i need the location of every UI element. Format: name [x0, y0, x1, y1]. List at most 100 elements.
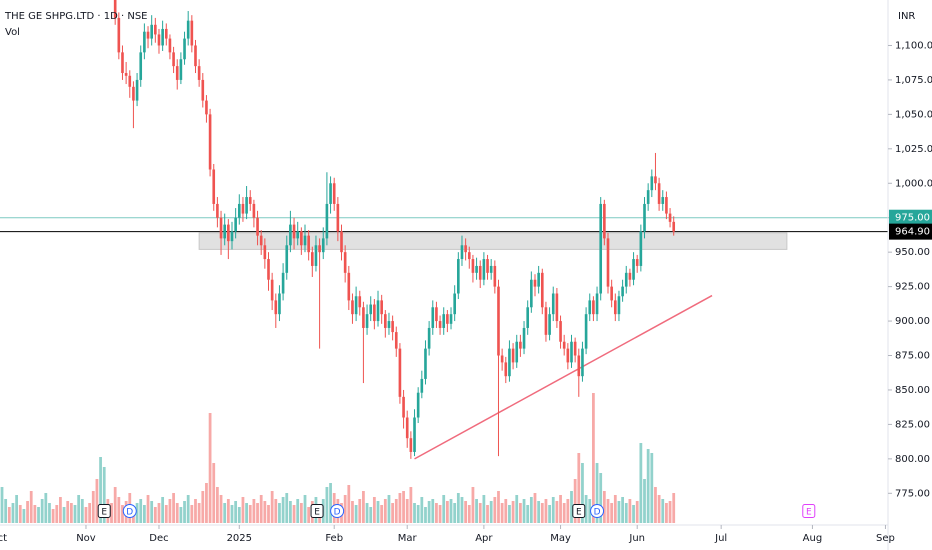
- candle-body: [544, 307, 548, 335]
- volume-bar: [661, 499, 665, 523]
- candle-body: [303, 235, 307, 246]
- candle-body: [325, 203, 329, 239]
- candle-body: [657, 183, 661, 204]
- candle-body: [252, 203, 256, 218]
- volume-bar: [646, 449, 650, 523]
- candle-body: [351, 300, 354, 315]
- x-tick-label: Feb: [325, 533, 343, 544]
- y-tick-label: 1,100.00: [895, 40, 932, 51]
- symbol-title: THE GE SHPG.LTD · 1D · NSE: [4, 11, 147, 22]
- event-marker: [310, 504, 324, 518]
- candle-body: [592, 300, 595, 315]
- volume-bar: [405, 499, 409, 523]
- volume-bar: [201, 491, 205, 523]
- candle-body: [267, 259, 270, 280]
- y-tick-label: 775.00: [895, 488, 930, 499]
- volume-bar: [562, 503, 566, 523]
- x-tick-label: Sep: [876, 533, 895, 544]
- candle-body: [500, 355, 504, 363]
- candle-body: [402, 396, 405, 418]
- candle-body: [405, 417, 409, 439]
- volume-bar: [4, 499, 8, 523]
- volume-bar: [424, 507, 427, 523]
- candle-body: [504, 362, 508, 377]
- volume-bar: [599, 473, 603, 523]
- candle-body: [446, 314, 449, 324]
- x-tick-label: May: [550, 533, 571, 544]
- candle-body: [237, 203, 241, 218]
- volume-bar: [665, 503, 668, 523]
- volume-bar: [402, 491, 405, 523]
- candle-body: [219, 217, 223, 239]
- volume-bar: [256, 503, 259, 523]
- candle-body: [654, 176, 657, 184]
- volume-bar: [241, 497, 245, 523]
- volume-bar: [234, 501, 238, 523]
- volume-bar: [197, 503, 201, 523]
- x-tick-label: Mar: [398, 533, 418, 544]
- candle-body: [168, 38, 172, 53]
- volume-bar: [161, 497, 165, 523]
- candle-body: [635, 259, 639, 266]
- y-tick-label: 850.00: [895, 385, 930, 396]
- volume-bar: [208, 413, 212, 523]
- candle-body: [248, 197, 252, 204]
- volume-bar: [387, 495, 391, 523]
- event-label: E: [806, 508, 812, 518]
- x-tick-label: Aug: [803, 533, 823, 544]
- volume-bar: [358, 499, 362, 523]
- volume-bar: [7, 507, 11, 523]
- x-tick-label: Dec: [149, 533, 168, 544]
- volume-bar: [577, 453, 581, 523]
- candle-body: [190, 20, 194, 46]
- volume-bar: [216, 487, 219, 523]
- candle-body: [208, 114, 212, 170]
- candle-body: [438, 321, 442, 328]
- volume-bar: [0, 487, 4, 523]
- candle-body: [245, 197, 248, 214]
- volume-bar: [69, 503, 73, 523]
- candle-body: [369, 304, 373, 315]
- candle-body: [376, 300, 380, 322]
- candle-body: [435, 307, 438, 322]
- volume-bar: [372, 497, 376, 523]
- candle-body: [610, 286, 613, 301]
- volume-bar: [347, 485, 351, 523]
- y-tick-label: 875.00: [895, 351, 930, 362]
- volume-bar: [431, 499, 435, 523]
- candle-body: [420, 378, 424, 393]
- volume-bar: [18, 505, 22, 523]
- volume-bar: [362, 491, 365, 523]
- volume-bar: [442, 495, 446, 523]
- volume-bar: [113, 487, 117, 523]
- volume-bar: [365, 503, 369, 523]
- volume-bar: [281, 497, 285, 523]
- candle-body: [526, 307, 530, 328]
- volume-bar: [515, 495, 519, 523]
- volume-bar: [602, 491, 606, 523]
- candle-body: [639, 231, 643, 266]
- candle-body: [227, 224, 230, 242]
- volume-bar: [588, 499, 592, 523]
- candle-body: [471, 259, 475, 273]
- candle-body: [416, 392, 420, 418]
- x-tick-label: Jun: [628, 533, 645, 544]
- volume-bar: [654, 487, 657, 523]
- volume-bar: [555, 501, 559, 523]
- volume-bar: [584, 495, 588, 523]
- volume-bar: [526, 505, 530, 523]
- y-tick-label: 1,050.00: [895, 109, 932, 120]
- candle-body: [424, 348, 427, 379]
- volume-bar: [95, 479, 99, 523]
- volume-bar: [544, 499, 548, 523]
- candle-body: [413, 417, 416, 452]
- volume-bar: [573, 479, 577, 523]
- volume-bar: [84, 507, 88, 523]
- volume-bar: [559, 495, 562, 523]
- y-tick-label: 1,000.00: [895, 178, 932, 189]
- candle-body: [380, 300, 383, 315]
- volume-bar: [230, 505, 234, 523]
- volume-bar: [33, 505, 37, 523]
- volume-bar: [482, 495, 486, 523]
- volume-bar: [51, 509, 55, 523]
